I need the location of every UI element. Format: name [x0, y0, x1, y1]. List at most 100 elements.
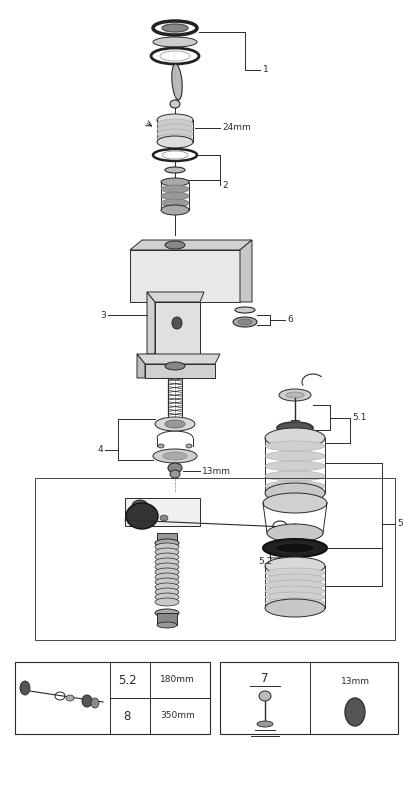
Ellipse shape [265, 574, 325, 584]
Ellipse shape [161, 192, 189, 200]
Text: 2: 2 [222, 181, 228, 190]
Ellipse shape [259, 691, 271, 701]
Text: 180mm: 180mm [160, 675, 195, 685]
Ellipse shape [265, 441, 325, 451]
Ellipse shape [172, 317, 182, 329]
Text: 350mm: 350mm [160, 711, 195, 721]
Ellipse shape [275, 543, 315, 553]
Ellipse shape [158, 444, 164, 448]
Ellipse shape [157, 124, 193, 134]
Ellipse shape [126, 503, 158, 529]
Ellipse shape [265, 451, 325, 461]
Ellipse shape [165, 241, 185, 249]
Ellipse shape [155, 558, 179, 566]
Ellipse shape [162, 151, 188, 159]
Polygon shape [137, 354, 145, 378]
Ellipse shape [161, 199, 189, 207]
Ellipse shape [155, 568, 179, 576]
Bar [35, 478, 395, 640]
Ellipse shape [155, 553, 179, 561]
Text: 13mm: 13mm [341, 678, 369, 686]
Ellipse shape [286, 392, 304, 398]
Ellipse shape [160, 515, 168, 521]
Text: 4: 4 [97, 446, 103, 454]
Ellipse shape [235, 307, 255, 313]
Ellipse shape [265, 586, 325, 596]
Text: 1: 1 [263, 66, 269, 74]
Ellipse shape [82, 695, 92, 707]
Text: 8: 8 [123, 710, 131, 722]
Ellipse shape [170, 470, 180, 478]
Ellipse shape [155, 578, 179, 586]
Bar [130, 250, 240, 302]
Ellipse shape [238, 319, 252, 325]
Text: 5.1: 5.1 [352, 414, 366, 422]
Ellipse shape [155, 583, 179, 591]
Ellipse shape [157, 114, 193, 126]
Ellipse shape [155, 543, 179, 551]
Bar [145, 364, 215, 378]
Ellipse shape [165, 167, 185, 173]
Bar [15, 662, 210, 734]
Ellipse shape [20, 681, 30, 695]
Ellipse shape [157, 119, 193, 129]
Ellipse shape [165, 420, 185, 428]
Ellipse shape [155, 588, 179, 596]
Ellipse shape [147, 512, 157, 520]
Bar [155, 302, 200, 354]
Polygon shape [147, 292, 204, 302]
Text: 24mm: 24mm [222, 123, 251, 133]
Ellipse shape [157, 136, 193, 148]
Ellipse shape [132, 500, 148, 512]
Text: 6: 6 [287, 315, 293, 325]
Ellipse shape [161, 185, 189, 193]
Ellipse shape [157, 129, 193, 139]
Ellipse shape [157, 134, 193, 144]
Ellipse shape [155, 563, 179, 571]
Ellipse shape [277, 422, 313, 434]
Ellipse shape [163, 452, 187, 460]
Text: 3: 3 [100, 310, 106, 319]
Ellipse shape [155, 548, 179, 556]
Ellipse shape [290, 524, 300, 532]
Ellipse shape [155, 539, 179, 547]
Text: 13mm: 13mm [202, 466, 231, 475]
Ellipse shape [233, 317, 257, 327]
Text: 7: 7 [261, 671, 269, 685]
Ellipse shape [257, 721, 273, 727]
Text: 5: 5 [397, 519, 403, 529]
Ellipse shape [263, 493, 327, 513]
Polygon shape [147, 292, 155, 354]
Ellipse shape [265, 568, 325, 578]
Ellipse shape [155, 593, 179, 601]
Ellipse shape [265, 481, 325, 491]
Ellipse shape [172, 64, 182, 100]
Polygon shape [130, 240, 252, 250]
Ellipse shape [345, 698, 365, 726]
Ellipse shape [170, 100, 180, 108]
Text: 5.2: 5.2 [258, 558, 272, 566]
Ellipse shape [91, 698, 99, 708]
Ellipse shape [155, 609, 179, 617]
Ellipse shape [265, 592, 325, 602]
Ellipse shape [162, 24, 188, 32]
Text: 5.2: 5.2 [118, 674, 136, 686]
Ellipse shape [265, 483, 325, 503]
Polygon shape [240, 240, 252, 302]
Bar [220, 662, 398, 734]
Ellipse shape [265, 580, 325, 590]
Ellipse shape [155, 417, 195, 431]
Ellipse shape [66, 695, 74, 701]
Ellipse shape [160, 51, 190, 61]
Ellipse shape [161, 205, 189, 215]
Bar [157, 533, 177, 543]
Bar [125, 498, 200, 526]
Ellipse shape [168, 463, 182, 473]
Ellipse shape [161, 178, 189, 186]
Ellipse shape [136, 503, 144, 509]
Ellipse shape [301, 525, 309, 531]
Ellipse shape [265, 598, 325, 608]
Ellipse shape [267, 524, 323, 542]
Ellipse shape [265, 557, 325, 575]
Ellipse shape [153, 37, 197, 47]
